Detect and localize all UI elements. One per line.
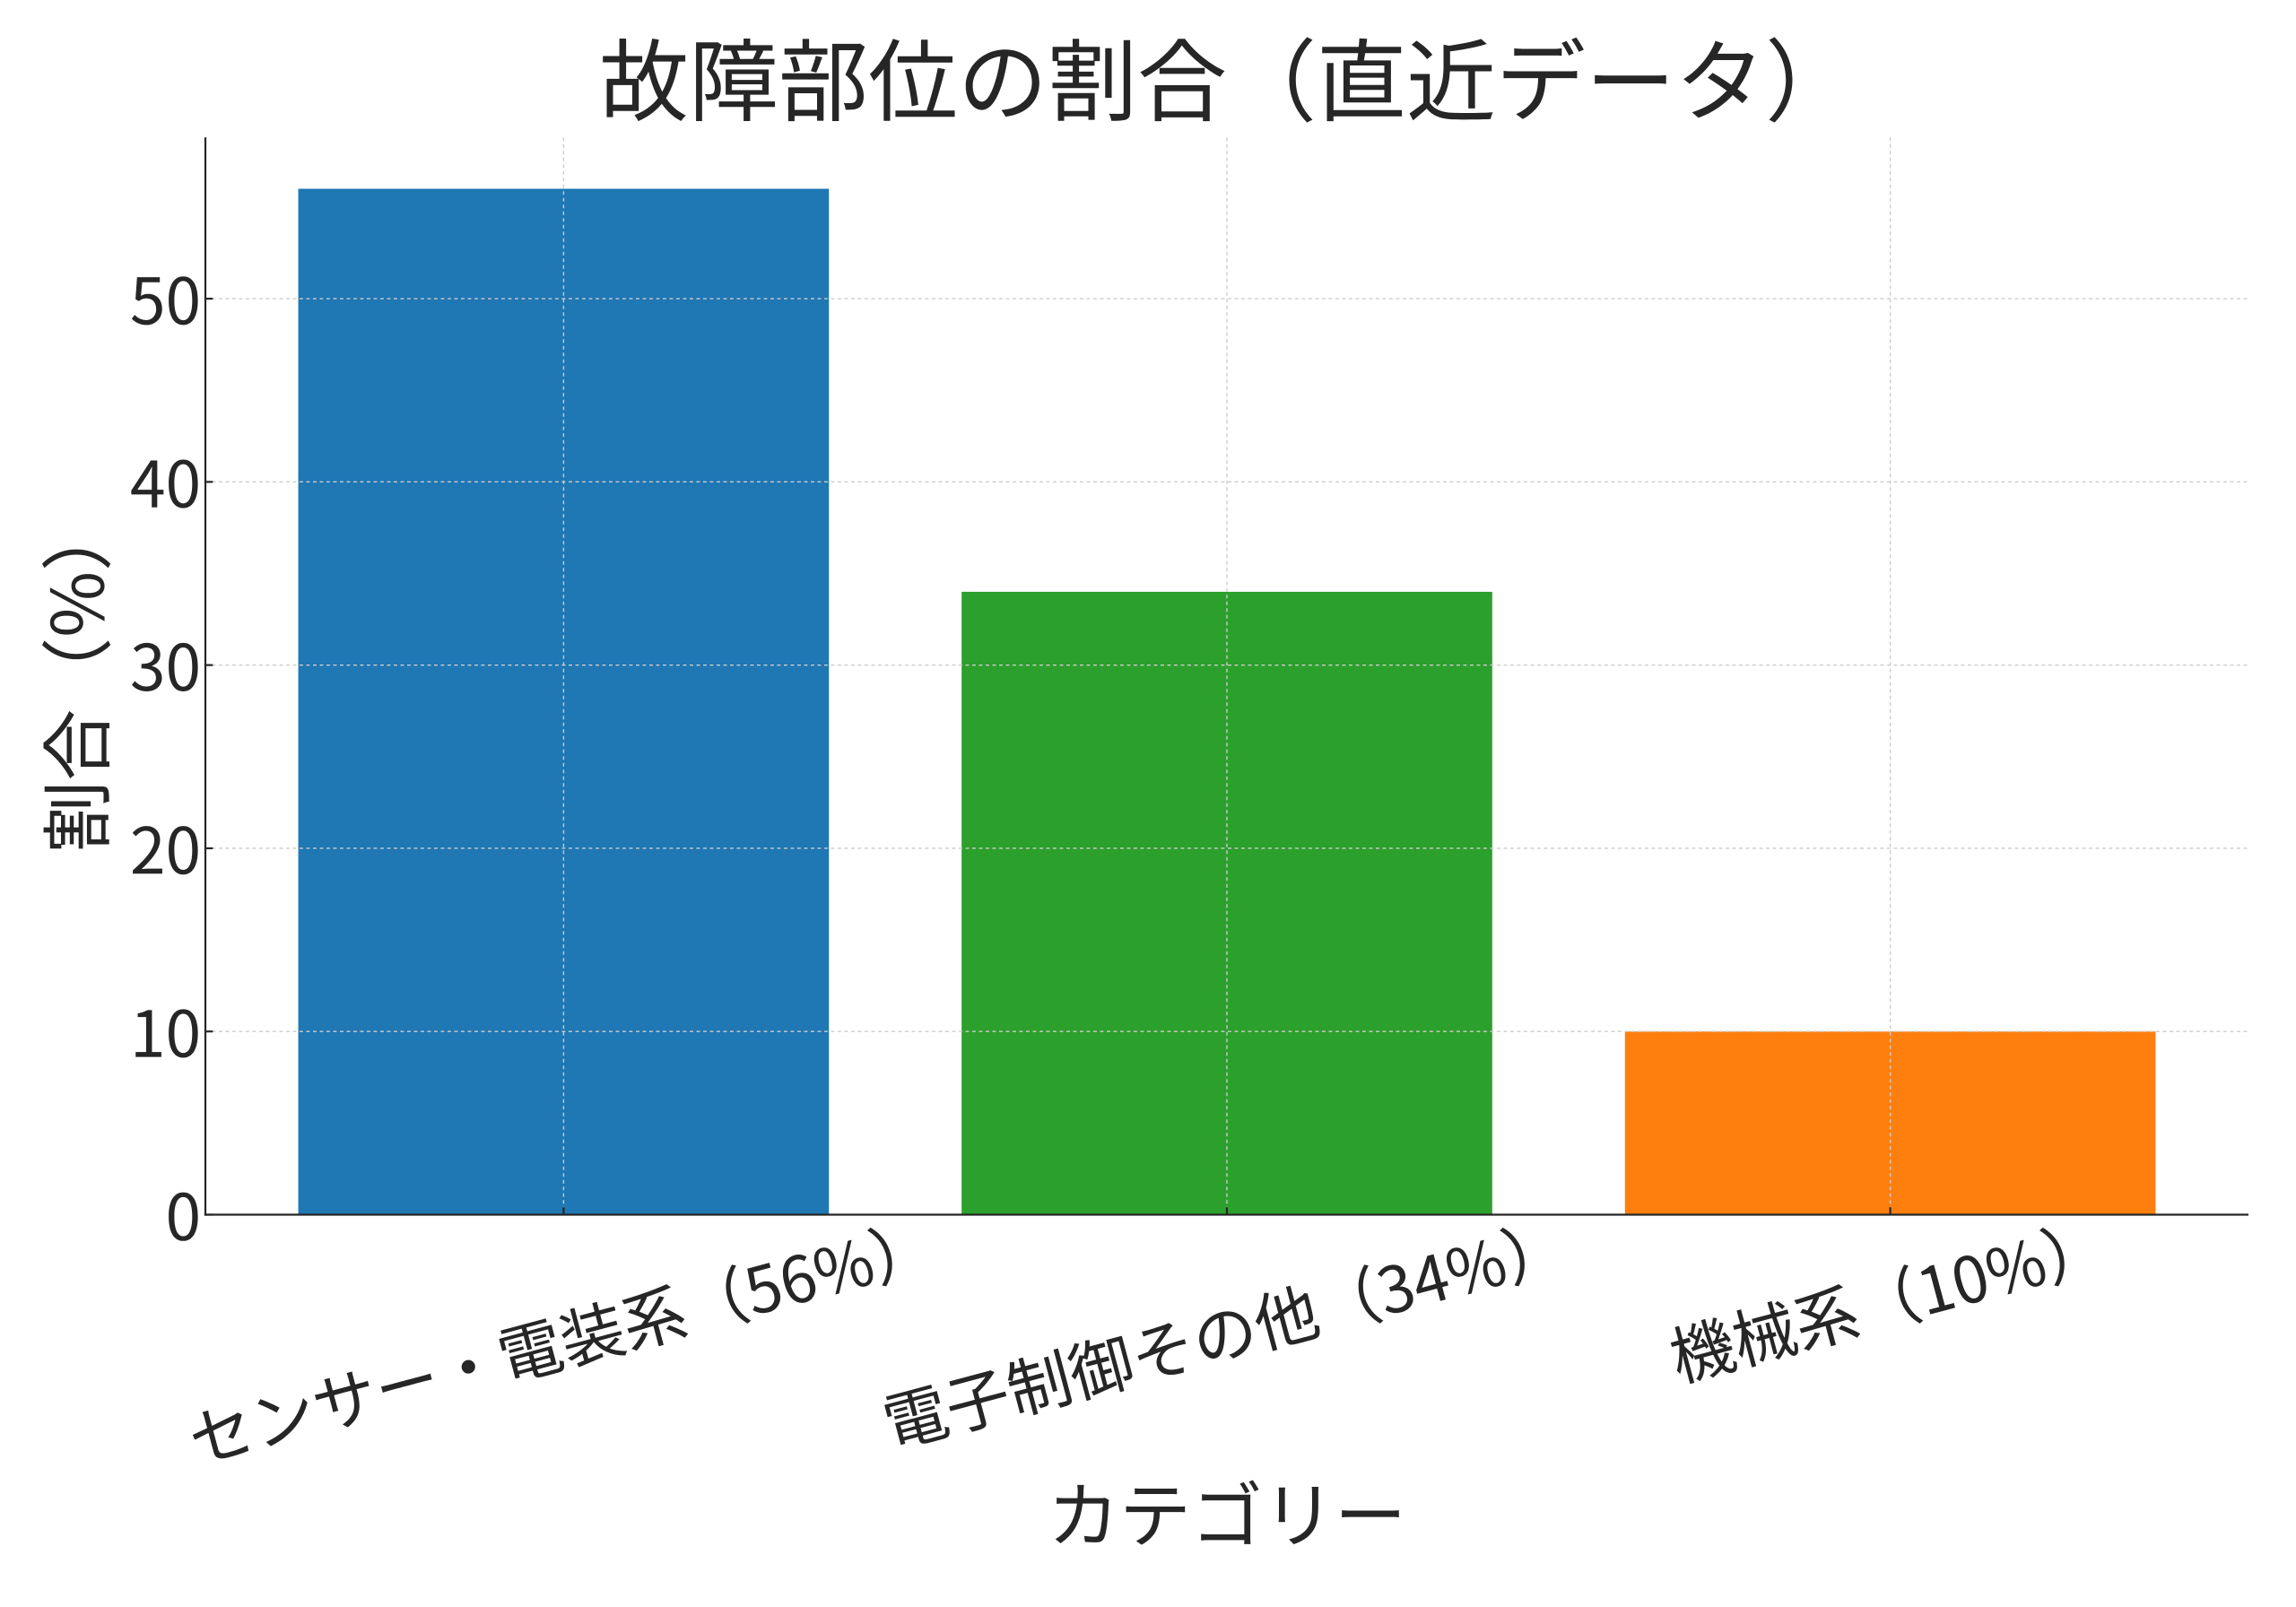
glyph — [1255, 1285, 1320, 1351]
glyph — [1986, 1239, 2046, 1295]
glyph — [1446, 1239, 1506, 1295]
glyph — [131, 277, 162, 326]
glyph — [1409, 39, 1493, 121]
glyph — [949, 1370, 1007, 1432]
glyph — [747, 1263, 781, 1314]
glyph — [726, 1264, 752, 1324]
glyph — [1920, 1264, 1955, 1315]
glyph — [1670, 1317, 1737, 1385]
glyph — [603, 39, 686, 122]
x-tick-label-0: センサー・電装系（56%） — [192, 1227, 892, 1459]
glyph — [42, 640, 111, 660]
y-axis-label: 割合（%） — [42, 549, 111, 849]
glyph — [866, 1227, 892, 1287]
glyph — [559, 1301, 628, 1368]
glyph — [499, 1318, 565, 1379]
glyph — [132, 826, 162, 874]
y-tick-label-0: 0 — [169, 1192, 198, 1241]
y-tick-label-20: 20 — [132, 826, 198, 875]
glyph — [1126, 1488, 1186, 1545]
glyph — [135, 1010, 161, 1057]
glyph — [1378, 1264, 1413, 1314]
glyph — [192, 1410, 249, 1459]
glyph — [1595, 74, 1666, 84]
glyph — [257, 1397, 308, 1446]
glyph — [42, 549, 111, 569]
glyph — [622, 1284, 689, 1351]
glyph — [1055, 1484, 1109, 1543]
glyph — [131, 460, 164, 508]
bar-1 — [961, 591, 1492, 1215]
glyph — [132, 642, 162, 691]
glyph — [461, 1359, 475, 1374]
glyph — [1052, 39, 1131, 121]
glyph — [1794, 1284, 1861, 1351]
glyph — [813, 1239, 874, 1295]
glyph — [1137, 1323, 1187, 1376]
glyph — [1067, 1335, 1133, 1402]
chart-title: 故障部位の割合（直近データ） — [603, 37, 1793, 123]
glyph — [1278, 1487, 1319, 1545]
glyph — [1007, 1348, 1073, 1416]
glyph — [1358, 1264, 1384, 1324]
glyph — [1342, 1510, 1399, 1517]
glyph — [1898, 1264, 1924, 1324]
glyph — [169, 459, 198, 508]
y-tick-label-50: 50 — [131, 276, 198, 326]
x-axis-label: カテゴリー — [1055, 1480, 1399, 1545]
y-tick-label-10: 10 — [135, 1009, 198, 1058]
glyph — [1500, 1227, 1525, 1287]
x-tick-label-2: 機械系（10%） — [1670, 1227, 2065, 1385]
glyph — [782, 39, 865, 122]
glyph — [1683, 40, 1754, 118]
glyph — [43, 786, 109, 849]
glyph — [169, 642, 198, 691]
glyph — [965, 49, 1039, 117]
glyph — [1503, 37, 1584, 119]
labels-layer: 故障部位の割合（直近データ） カテゴリー 割合（%） 0 10 20 30 40 50 センサー・… — [42, 37, 2065, 1545]
glyph — [1733, 1300, 1798, 1368]
y-tick-label-30: 30 — [132, 642, 198, 691]
glyph — [870, 39, 955, 121]
glyph — [380, 1373, 432, 1394]
glyph — [169, 1009, 198, 1058]
glyph — [884, 1385, 950, 1446]
glyph — [782, 1254, 816, 1303]
glyph — [43, 710, 109, 779]
glyph — [2039, 1227, 2065, 1287]
glyph — [315, 1371, 370, 1428]
glyph — [1289, 37, 1313, 123]
glyph — [1199, 1311, 1251, 1359]
x-tick-label-1: 電子制御その他（34%） — [884, 1227, 1525, 1446]
glyph — [1769, 37, 1793, 123]
glyph — [169, 826, 198, 875]
gridlines-layer — [205, 137, 2248, 1215]
glyph — [169, 276, 198, 326]
glyph — [696, 39, 775, 121]
axes-layer — [204, 137, 2248, 1216]
glyph — [1201, 1480, 1259, 1544]
glyph — [49, 574, 105, 635]
glyph — [1954, 1255, 1987, 1304]
glyph — [1416, 1254, 1448, 1301]
glyph — [1322, 38, 1402, 122]
glyph — [169, 1192, 198, 1241]
y-tick-label-40: 40 — [131, 459, 198, 508]
glyph — [1140, 39, 1225, 122]
